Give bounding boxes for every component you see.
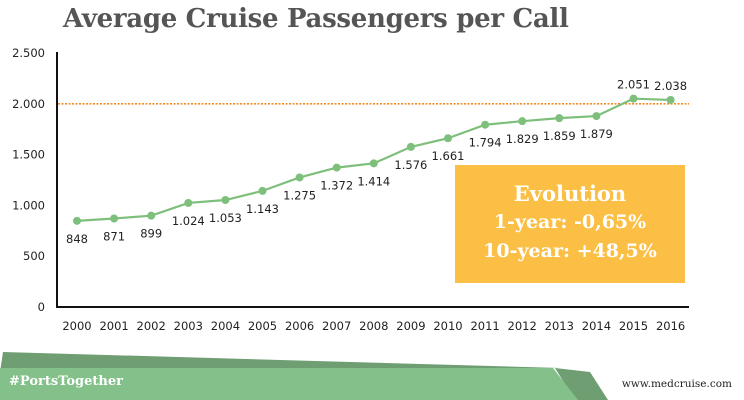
data-point [629,94,638,103]
data-point [592,112,601,121]
y-tick-label: 500 [23,249,45,263]
data-label: 848 [66,232,88,246]
x-tick-label: 2001 [99,319,128,333]
evolution-box: Evolution 1-year: -0,65% 10-year: +48,5% [455,165,685,283]
x-tick-label: 2006 [285,319,314,333]
evolution-heading: Evolution [513,181,627,206]
x-tick-label: 2016 [656,319,685,333]
x-tick-label: 2004 [211,319,240,333]
data-label: 1.879 [580,127,613,141]
data-label: 1.053 [209,211,242,225]
y-tick-label: 0 [38,300,45,314]
y-tick-label: 2.500 [12,46,45,60]
evolution-one-year: 1-year: -0,65% [493,211,647,233]
data-label: 1.414 [357,174,390,188]
data-point [73,216,81,225]
data-label: 1.829 [506,132,539,146]
x-tick-label: 2002 [137,319,166,333]
data-label: 1.661 [432,149,465,163]
y-tick-label: 2.000 [12,97,45,111]
data-point [555,114,564,123]
x-tick-label: 2015 [619,319,648,333]
data-label: 1.143 [246,202,279,216]
data-label: 1.024 [172,214,205,228]
footer-banner [0,352,608,400]
data-label: 1.275 [283,188,316,202]
x-tick-label: 2008 [359,319,388,333]
data-point [295,173,304,182]
evolution-ten-year: 10-year: +48,5% [483,240,657,262]
data-label: 2.051 [617,78,650,92]
x-tick-label: 2007 [322,319,351,333]
data-label: 2.038 [654,79,687,93]
data-point [184,198,193,207]
data-label: 899 [140,227,162,241]
data-point [221,196,230,205]
footer-dark-accent [555,368,608,400]
data-point [110,214,119,223]
data-point [258,186,267,195]
x-tick-label: 2010 [433,319,462,333]
data-point [332,163,341,172]
footer-light-band [0,368,578,400]
data-point [666,95,675,104]
x-tick-label: 2011 [470,319,499,333]
x-tick-label: 2003 [174,319,203,333]
data-label: 1.576 [394,158,427,172]
chart-title: Average Cruise Passengers per Call [63,4,569,34]
data-point [481,120,490,129]
footer-hashtag: #PortsTogether [9,374,123,389]
x-tick-label: 2009 [396,319,425,333]
data-label: 1.794 [469,136,502,150]
data-label: 1.372 [320,179,353,193]
data-point [406,142,415,151]
data-label: 871 [103,230,125,244]
x-tick-label: 2014 [582,319,611,333]
footer-dark-band [0,352,560,372]
x-tick-label: 2005 [248,319,277,333]
y-tick-label: 1.000 [12,198,45,212]
data-label: 1.859 [543,129,576,143]
x-tick-label: 2000 [62,319,91,333]
footer-url[interactable]: www.medcruise.com [621,378,732,390]
x-tick-label: 2012 [508,319,537,333]
data-point [518,117,527,126]
data-point [147,211,156,220]
x-tick-label: 2013 [545,319,574,333]
data-point [369,159,378,168]
y-tick-label: 1.500 [12,148,45,162]
data-point [444,134,452,143]
